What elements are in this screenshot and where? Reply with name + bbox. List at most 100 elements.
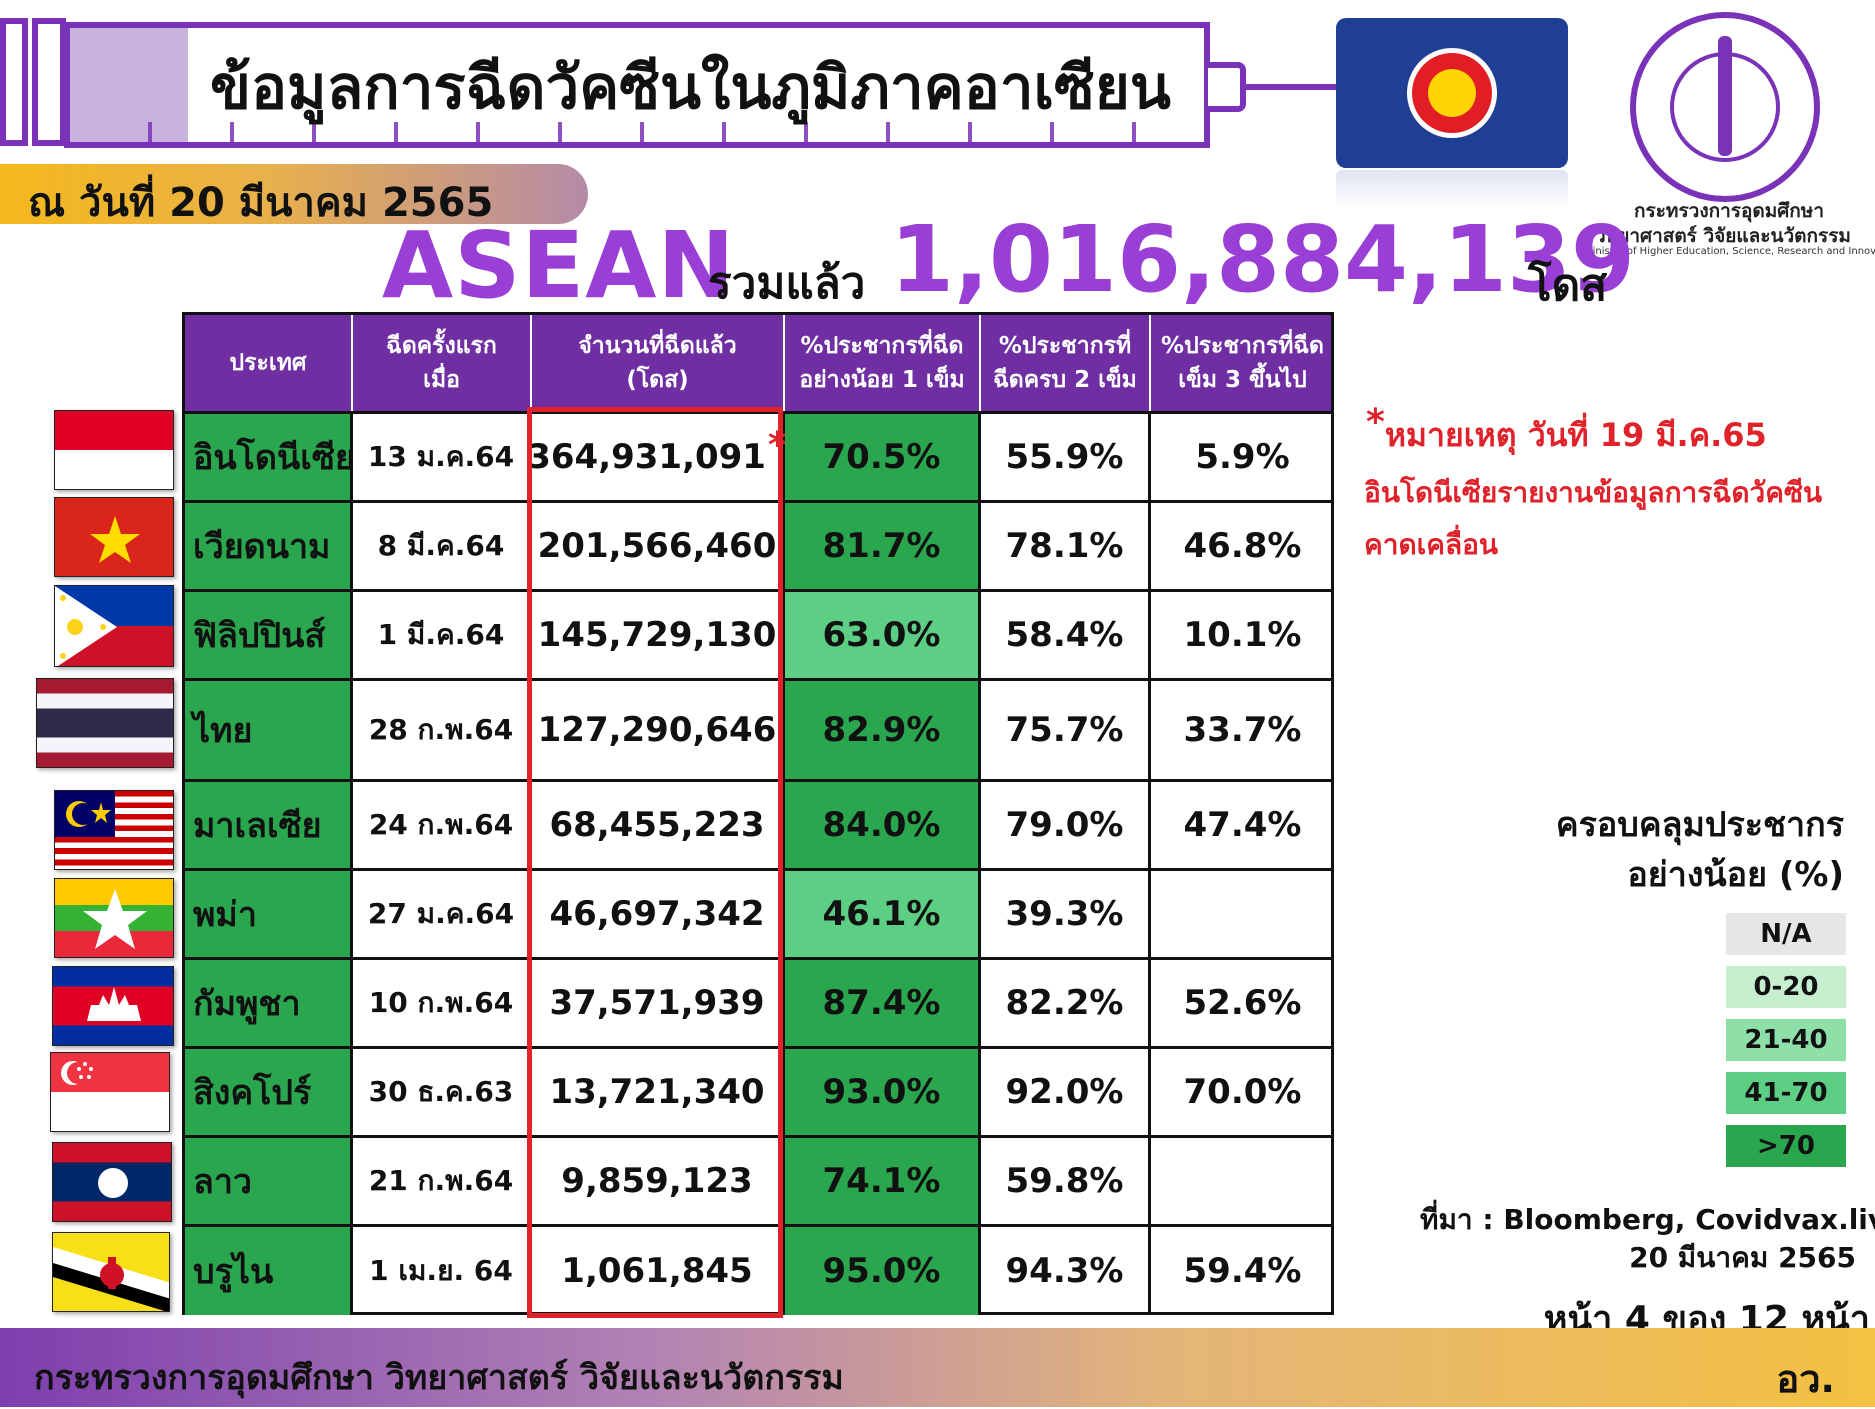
cell-pct2: 78.1%: [981, 503, 1151, 589]
cell-pct3: [1151, 1138, 1334, 1224]
cell-doses-text: 13,721,340: [549, 1072, 765, 1112]
cell-pct1-text: 74.1%: [822, 1161, 941, 1201]
cell-first-dose-text: 27 ม.ค.64: [367, 897, 515, 930]
doses-column-highlight: [527, 407, 783, 1318]
cell-pct3-text: 47.4%: [1183, 805, 1302, 845]
cell-pct1-text: 87.4%: [822, 983, 941, 1023]
cell-pct2-text: 82.2%: [1005, 983, 1124, 1023]
footer-ministry-name: กระทรวงการอุดมศึกษา วิทยาศาสตร์ วิจัยและ…: [34, 1358, 844, 1398]
cell-doses: 68,455,223: [532, 782, 785, 868]
cell-pct1: 93.0%: [785, 1049, 981, 1135]
cell-pct2-text: 59.8%: [1005, 1161, 1124, 1201]
note-block: *หมายเหตุ วันที่ 19 มี.ค.65 อินโดนีเซียร…: [1364, 402, 1823, 567]
cell-pct3: 46.8%: [1151, 503, 1334, 589]
singapore-flag-icon: [50, 1052, 170, 1132]
cell-pct2-text: 58.4%: [1005, 615, 1124, 655]
table-row: ลาว 21 ก.พ.64 9,859,123 74.1% 59.8%: [185, 1135, 1331, 1224]
ministry-logo: [1630, 12, 1820, 202]
column-header-doses: จำนวนที่ฉีดแล้ว (โดส): [532, 315, 785, 411]
cell-pct1-text: 93.0%: [822, 1072, 941, 1112]
cell-pct3: 33.7%: [1151, 681, 1334, 779]
cell-pct2: 92.0%: [981, 1049, 1151, 1135]
table-row: ฟิลิปปินส์ 1 มี.ค.64 145,729,130 63.0% 58.4%…: [185, 589, 1331, 678]
cell-first-dose-text: 21 ก.พ.64: [368, 1164, 514, 1197]
cell-pct1: 63.0%: [785, 592, 981, 678]
syringe-needle-decoration: [1244, 84, 1336, 90]
cell-country: ไทย: [185, 681, 353, 779]
cell-pct3-text: 70.0%: [1183, 1072, 1302, 1112]
brunei-flag-icon: [52, 1232, 170, 1312]
column-header-pct-two-doses: %ประชากรที่ ฉีดครบ 2 เข็ม: [981, 315, 1151, 411]
table-row: มาเลเซีย 24 ก.พ.64 68,455,223 84.0% 79.0% 47.…: [185, 779, 1331, 868]
note-line2: อินโดนีเซียรายงานข้อมูลการฉีดวัคซีน: [1364, 476, 1823, 509]
cell-pct2-text: 78.1%: [1005, 526, 1124, 566]
cell-doses: 201,566,460: [532, 503, 785, 589]
vajra-icon: [1718, 36, 1732, 156]
cell-pct1-text: 46.1%: [822, 894, 941, 934]
cell-first-dose-text: 13 ม.ค.64: [367, 440, 515, 473]
cell-doses-text: 68,455,223: [549, 805, 765, 845]
cell-pct2-text: 79.0%: [1005, 805, 1124, 845]
table-row: พม่า 27 ม.ค.64 46,697,342 46.1% 39.3%: [185, 868, 1331, 957]
cell-pct3-text: 52.6%: [1183, 983, 1302, 1023]
cell-country: สิงคโปร์: [185, 1049, 353, 1135]
ministry-name-en: Ministry of Higher Education, Science, R…: [1584, 246, 1875, 257]
ministry-name-th-line2: วิทยาศาสตร์ วิจัยและนวัตกรรม: [1595, 225, 1851, 247]
cell-pct1: 84.0%: [785, 782, 981, 868]
cell-country-text: ฟิลิปปินส์: [193, 616, 326, 656]
cell-pct1-text: 95.0%: [822, 1251, 941, 1291]
cell-pct1-text: 81.7%: [822, 526, 941, 566]
cell-first-dose: 21 ก.พ.64: [353, 1138, 532, 1224]
cell-pct2: 79.0%: [981, 782, 1151, 868]
date-banner: ณ วันที่ 20 มีนาคม 2565: [0, 164, 588, 226]
cell-country-text: สิงคโปร์: [193, 1073, 312, 1113]
cell-pct3-text: 5.9%: [1195, 437, 1290, 477]
cell-pct3: 47.4%: [1151, 782, 1334, 868]
cell-pct2: 94.3%: [981, 1227, 1151, 1315]
asean-flag-reflection: [1336, 170, 1568, 210]
cell-doses-text: 46,697,342: [549, 894, 765, 934]
cell-country: กัมพูชา: [185, 960, 353, 1046]
syringe-tip-decoration: [1208, 62, 1246, 112]
table-row: อินโดนีเซีย 13 ม.ค.64 364,931,091 * 70.5% 55.…: [185, 411, 1331, 500]
legend-title: ครอบคลุมประชากร อย่างน้อย (%): [1555, 805, 1844, 895]
table-row: สิงคโปร์ 30 ธ.ค.63 13,721,340 93.0% 92.0% 70.…: [185, 1046, 1331, 1135]
cell-doses: 145,729,130: [532, 592, 785, 678]
myanmar-flag-icon: [54, 878, 174, 958]
legend-item: 41-70: [1726, 1072, 1846, 1116]
cambodia-flag-icon: [52, 966, 174, 1046]
legend-item: 21-40: [1726, 1019, 1846, 1063]
syringe-plunger-decoration: [32, 18, 66, 146]
page-title: ข้อมูลการฉีดวัคซีนในภูมิภาคอาเซียน: [210, 53, 1171, 123]
total-doses-value: 1,016,884,139: [890, 206, 1635, 313]
cell-pct3: 10.1%: [1151, 592, 1334, 678]
cell-doses-text: 37,571,939: [549, 983, 765, 1023]
cell-pct3: 59.4%: [1151, 1227, 1334, 1315]
cell-country: ลาว: [185, 1138, 353, 1224]
ministry-name-th-line1: กระทรวงการอุดมศึกษา: [1634, 200, 1824, 222]
cell-pct3-text: 10.1%: [1183, 615, 1302, 655]
cell-country: บรูไน: [185, 1227, 353, 1315]
cell-pct1-text: 82.9%: [822, 710, 941, 750]
legend-item: N/A: [1726, 913, 1846, 957]
cell-doses: 37,571,939: [532, 960, 785, 1046]
cell-country-text: ลาว: [193, 1162, 253, 1202]
cell-pct2-text: 39.3%: [1005, 894, 1124, 934]
cell-doses-text: 1,061,845: [561, 1251, 753, 1291]
total-unit: โดส: [1528, 260, 1608, 311]
cell-pct1: 46.1%: [785, 871, 981, 957]
cell-pct3-text: 33.7%: [1183, 710, 1302, 750]
table-row: เวียดนาม 8 มี.ค.64 201,566,460 81.7% 78.1% 46…: [185, 500, 1331, 589]
legend-item: 0-20: [1726, 966, 1846, 1010]
syringe-ticks-decoration: [70, 122, 1204, 142]
table-header-row: ประเทศ ฉีดครั้งแรก เมื่อ จำนวนที่ฉีดแล้ว…: [185, 315, 1331, 411]
column-header-first-dose: ฉีดครั้งแรก เมื่อ: [353, 315, 532, 411]
cell-first-dose-text: 1 เม.ย. 64: [369, 1254, 513, 1287]
cell-doses: 1,061,845: [532, 1227, 785, 1315]
cell-pct3-text: 59.4%: [1183, 1251, 1302, 1291]
footer-bar: กระทรวงการอุดมศึกษา วิทยาศาสตร์ วิจัยและ…: [0, 1328, 1875, 1407]
cell-pct2: 82.2%: [981, 960, 1151, 1046]
source-line1: ที่มา : Bloomberg, Covidvax.live: [1420, 1203, 1875, 1236]
note-line3: คาดเคลื่อน: [1364, 528, 1499, 561]
cell-first-dose: 13 ม.ค.64: [353, 414, 532, 500]
